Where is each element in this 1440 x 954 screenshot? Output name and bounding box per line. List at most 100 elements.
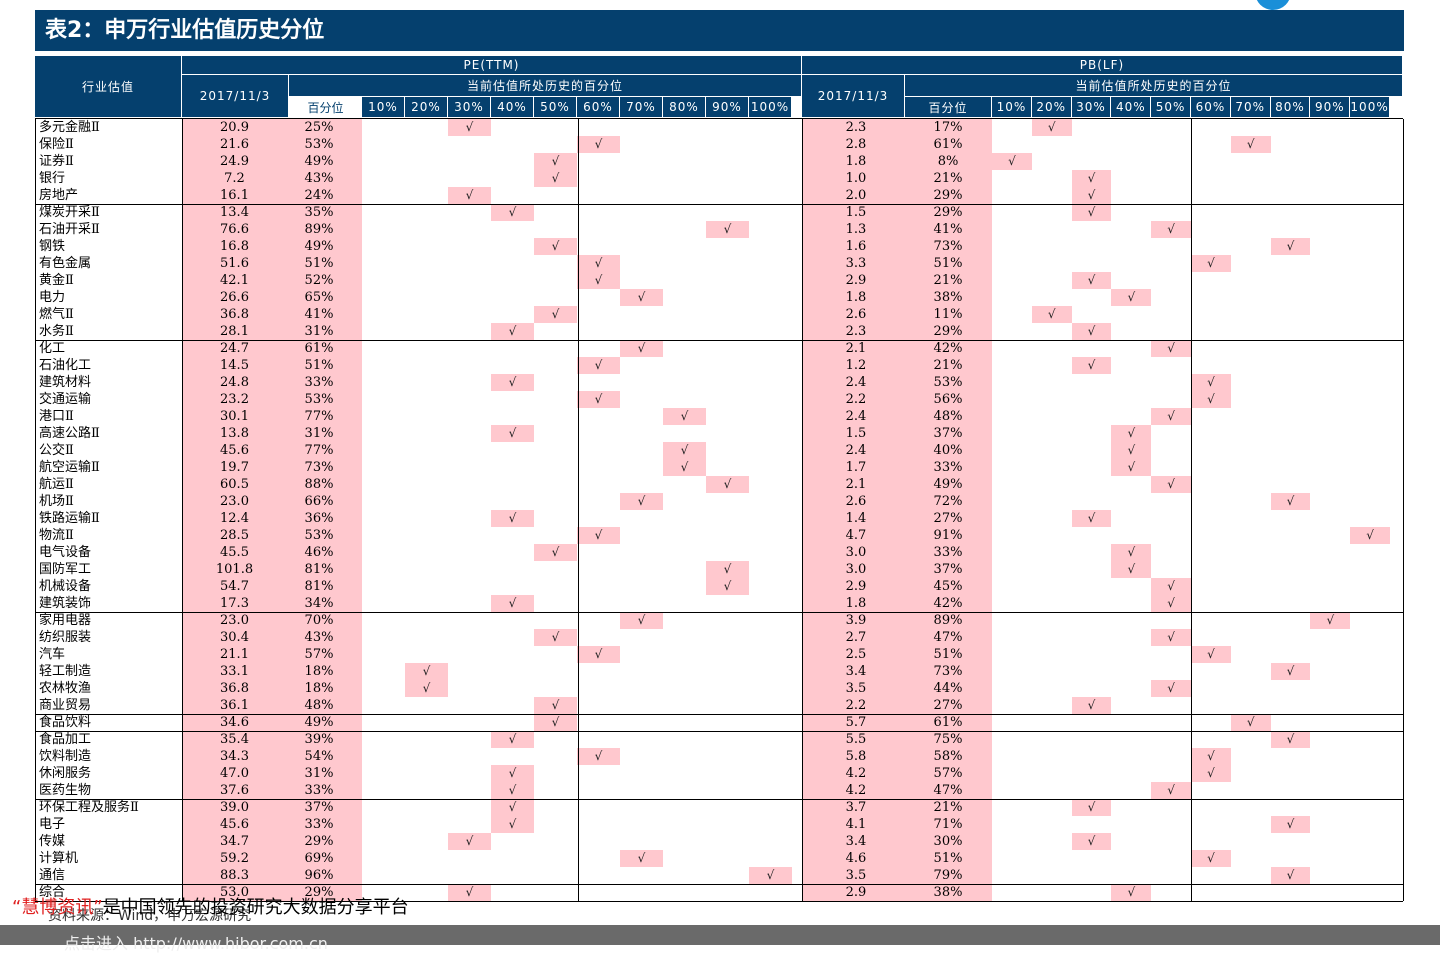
pb-check-mark: √	[1111, 442, 1152, 459]
row-pe-value: 24.7	[220, 341, 249, 356]
pe-check-mark: √	[663, 459, 706, 476]
row-industry: 航运Ⅱ	[39, 477, 74, 492]
pb-check-mark: √	[1071, 510, 1112, 527]
row-industry: 房地产	[39, 188, 79, 203]
row-industry: 建筑装饰	[39, 596, 92, 611]
pe-check-mark: √	[663, 408, 706, 425]
row-pb-value: 5.8	[845, 749, 867, 764]
header-pb-bucket: 50%	[1151, 97, 1191, 118]
pe-check-mark: √	[448, 884, 491, 901]
row-pe-value: 35.4	[220, 732, 249, 747]
row-pe-value: 30.4	[220, 630, 249, 645]
header-pe-bucket: 100%	[749, 97, 792, 118]
row-pb-value: 5.7	[845, 715, 867, 730]
pe-check-mark: √	[491, 731, 534, 748]
pb-pct-column-bg	[802, 119, 992, 901]
header-pb-bucket: 40%	[1111, 97, 1152, 118]
header-pe-bucket: 90%	[706, 97, 749, 118]
row-industry: 食品饮料	[39, 715, 92, 730]
pb-check-mark: √	[1191, 765, 1231, 782]
row-industry: 石油化工	[39, 358, 92, 373]
bottom-link[interactable]: 点击进入 http://www.hibor.com.cn	[64, 934, 328, 953]
table-vertical-border	[182, 119, 183, 901]
pb-check-mark: √	[1350, 527, 1390, 544]
table-top-border	[35, 118, 1403, 119]
pb-check-mark: √	[1111, 459, 1152, 476]
row-pe-value: 23.0	[220, 613, 249, 628]
row-pe-value: 20.9	[220, 120, 249, 135]
table-vertical-border	[578, 119, 579, 901]
pb-check-mark: √	[1191, 646, 1231, 663]
pb-check-mark: √	[1071, 799, 1112, 816]
row-industry: 电力	[39, 290, 66, 305]
row-pe-pct: 66%	[304, 494, 334, 509]
row-pe-pct: 57%	[304, 647, 334, 662]
row-pe-pct: 46%	[304, 545, 334, 560]
pe-check-mark: √	[577, 391, 620, 408]
pe-check-mark: √	[534, 153, 577, 170]
header-pb-bucket: 70%	[1230, 97, 1271, 118]
row-pb-value: 1.5	[845, 205, 867, 220]
row-pb-value: 2.4	[845, 443, 867, 458]
row-industry: 计算机	[39, 851, 79, 866]
row-pb-value: 2.5	[845, 647, 867, 662]
row-industry: 综合	[39, 885, 66, 900]
row-pb-value: 3.5	[845, 681, 867, 696]
row-industry: 物流Ⅱ	[39, 528, 74, 543]
row-pb-pct: 37%	[933, 562, 963, 577]
group-separator	[35, 612, 1403, 613]
pb-check-mark: √	[1071, 170, 1112, 187]
table-vertical-border	[802, 119, 803, 901]
row-industry: 公交Ⅱ	[39, 443, 74, 458]
pb-check-mark: √	[992, 153, 1032, 170]
row-pe-value: 30.1	[220, 409, 249, 424]
row-pb-pct: 29%	[933, 205, 963, 220]
pe-check-mark: √	[491, 374, 534, 391]
row-pb-value: 2.4	[845, 375, 867, 390]
row-pe-pct: 52%	[304, 273, 334, 288]
pe-check-mark: √	[491, 816, 534, 833]
group-separator	[35, 204, 1403, 205]
pe-check-mark: √	[577, 646, 620, 663]
row-pb-value: 1.5	[845, 426, 867, 441]
row-pb-value: 3.5	[845, 868, 867, 883]
row-industry: 燃气Ⅱ	[39, 307, 74, 322]
group-separator	[35, 731, 1403, 732]
pe-check-mark: √	[534, 714, 577, 731]
row-pb-pct: 29%	[933, 188, 963, 203]
row-pb-value: 1.6	[845, 239, 867, 254]
pe-check-mark: √	[577, 357, 620, 374]
row-pb-value: 3.0	[845, 545, 867, 560]
promo-brand[interactable]: “慧博资讯”	[12, 897, 103, 918]
row-pb-pct: 42%	[933, 341, 963, 356]
row-pe-value: 17.3	[220, 596, 249, 611]
row-pe-pct: 88%	[304, 477, 334, 492]
row-pb-pct: 30%	[933, 834, 963, 849]
pe-check-mark: √	[706, 578, 749, 595]
row-industry: 建筑材料	[39, 375, 92, 390]
pe-check-mark: √	[405, 680, 448, 697]
group-separator	[35, 799, 1403, 800]
row-industry: 化工	[39, 341, 66, 356]
row-industry: 纺织服装	[39, 630, 92, 645]
pe-check-mark: √	[534, 170, 577, 187]
row-pe-value: 13.8	[220, 426, 249, 441]
pe-check-mark: √	[577, 748, 620, 765]
header-pe-bucket: 60%	[577, 97, 620, 118]
pb-check-mark: √	[1071, 272, 1112, 289]
row-pb-pct: 33%	[933, 545, 963, 560]
row-pe-value: 21.1	[220, 647, 249, 662]
row-pe-value: 60.5	[220, 477, 249, 492]
pe-check-mark: √	[577, 136, 620, 153]
row-pb-pct: 48%	[933, 409, 963, 424]
row-industry: 电子	[39, 817, 66, 832]
row-industry: 轻工制造	[39, 664, 92, 679]
header-pb-bucket: 90%	[1310, 97, 1351, 118]
row-pe-pct: 34%	[304, 596, 334, 611]
header-pb-pctcol: 百分位	[905, 97, 992, 118]
row-pb-pct: 11%	[933, 307, 963, 322]
row-pb-pct: 41%	[933, 222, 963, 237]
header-pb-bucket: 60%	[1191, 97, 1231, 118]
row-pb-value: 3.4	[845, 834, 867, 849]
row-pe-value: 54.7	[220, 579, 249, 594]
